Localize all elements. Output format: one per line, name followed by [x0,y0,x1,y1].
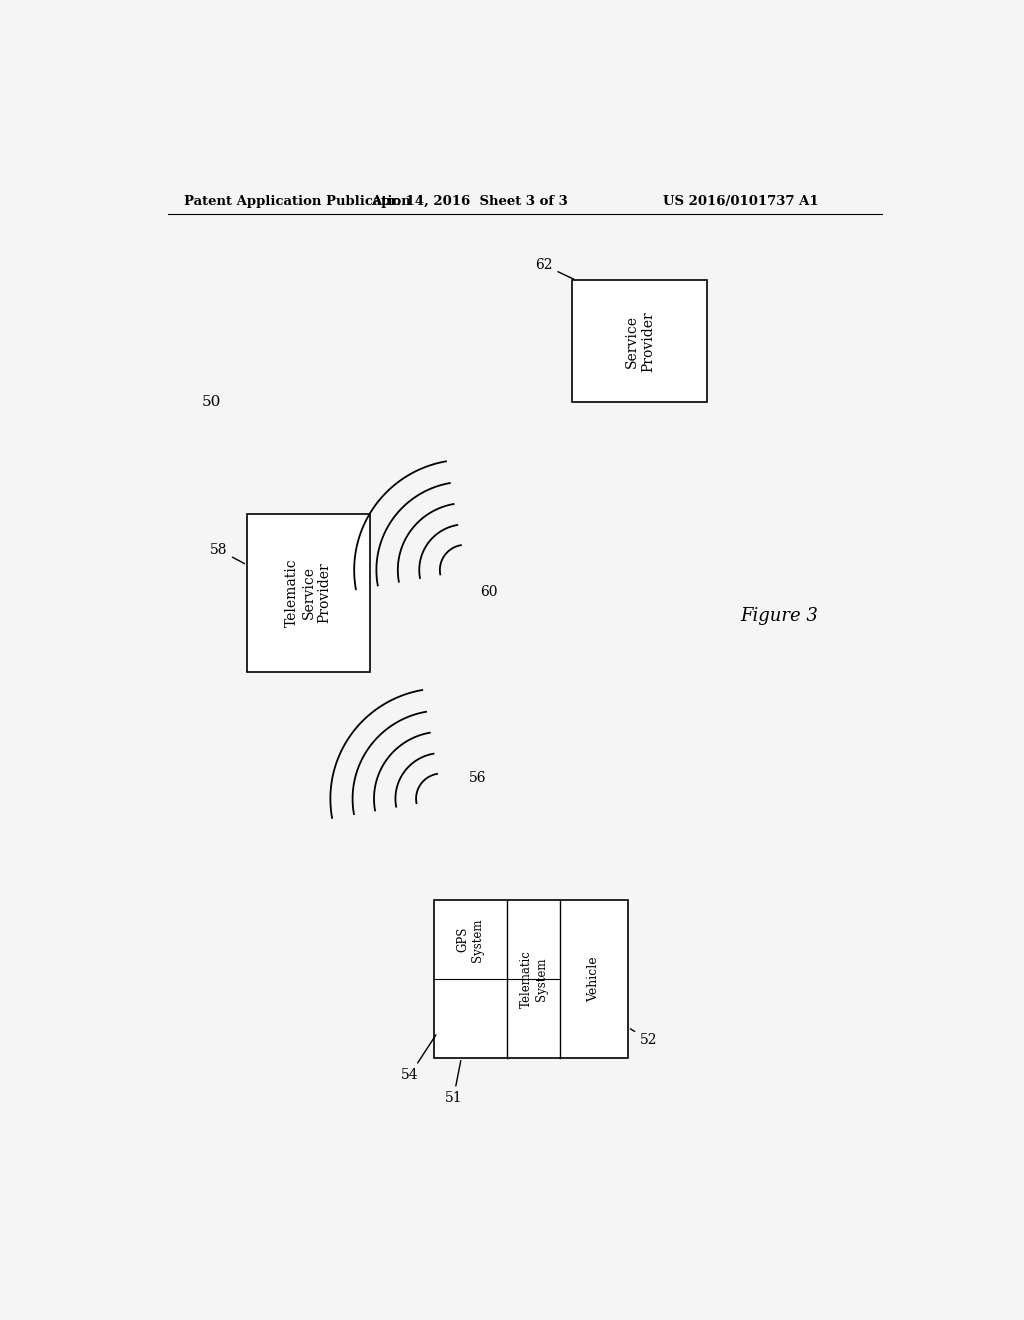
Bar [247,513,370,672]
Text: 54: 54 [401,1035,436,1082]
Text: Telematic
System: Telematic System [519,950,548,1008]
Bar [433,900,628,1057]
Text: US 2016/0101737 A1: US 2016/0101737 A1 [663,194,818,207]
Text: Patent Application Publication: Patent Application Publication [183,194,411,207]
Text: 50: 50 [202,395,221,409]
Text: Figure 3: Figure 3 [739,607,818,624]
Text: 56: 56 [468,771,486,785]
Text: 52: 52 [631,1028,657,1047]
Text: 58: 58 [210,543,245,564]
Bar [572,280,708,403]
Text: 62: 62 [536,259,573,280]
Text: Vehicle: Vehicle [588,956,600,1002]
Text: Apr. 14, 2016  Sheet 3 of 3: Apr. 14, 2016 Sheet 3 of 3 [371,194,567,207]
Text: Telematic
Service
Provider: Telematic Service Provider [286,558,332,627]
Text: Service
Provider: Service Provider [625,312,655,372]
Text: 60: 60 [480,585,498,599]
Text: GPS
System: GPS System [457,917,484,961]
Text: 51: 51 [444,1061,462,1105]
